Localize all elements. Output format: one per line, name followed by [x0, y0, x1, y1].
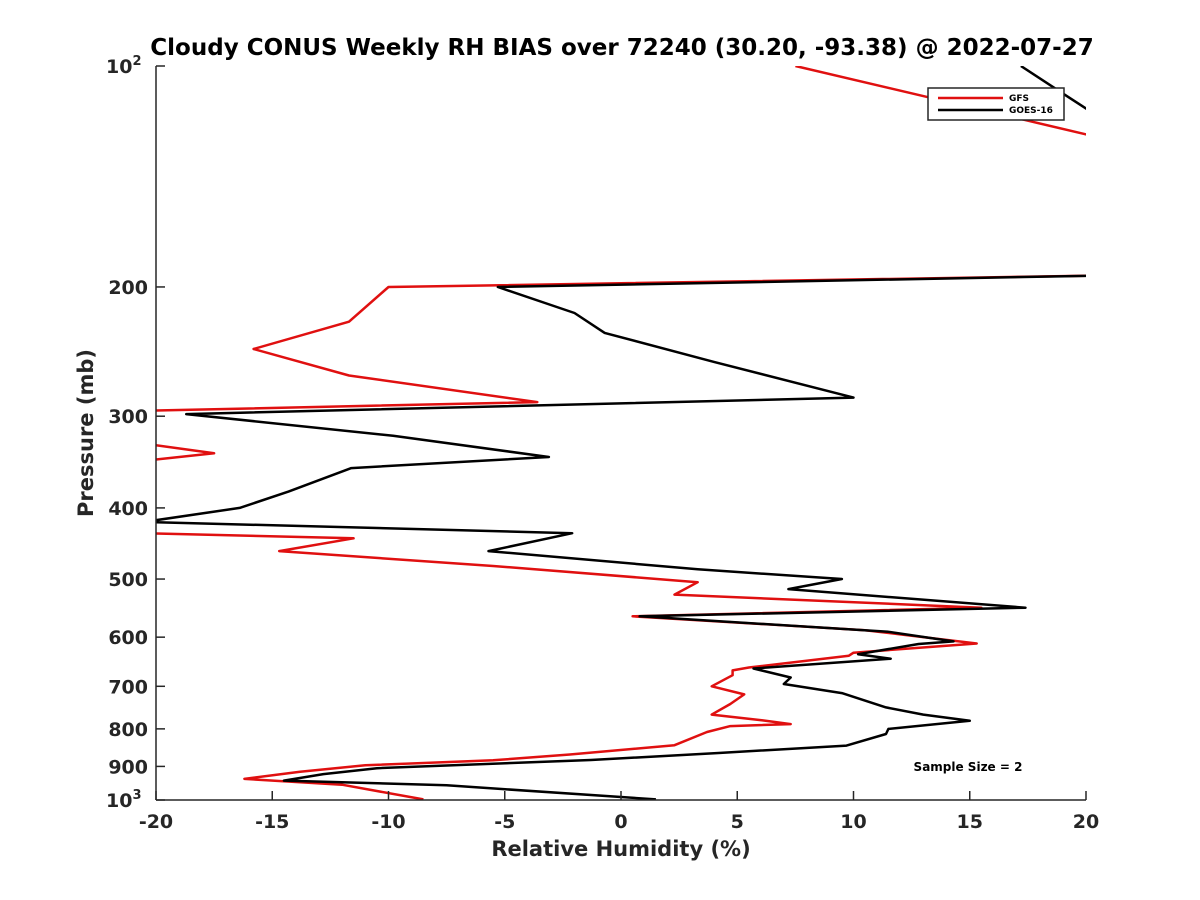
- y-tick-label: 900: [108, 756, 148, 778]
- y-tick-label: 500: [108, 569, 148, 591]
- legend-label-goes-16: GOES-16: [1009, 106, 1053, 116]
- y-tick-label: 800: [108, 719, 148, 741]
- y-axis-label: Pressure (mb): [74, 349, 98, 517]
- y-tick-label: 600: [108, 627, 148, 649]
- x-tick-label: 10: [840, 811, 866, 833]
- plot-area: [156, 66, 1086, 800]
- x-tick-label: 20: [1073, 811, 1099, 833]
- legend-box: [927, 87, 1065, 121]
- x-axis: -20 -15 -10 -5 0 5 10 15 20: [139, 791, 1099, 833]
- x-tick-label: 15: [957, 811, 983, 833]
- axes: [155, 66, 1086, 801]
- y-tick-label: 200: [108, 277, 148, 299]
- x-tick-label: -20: [139, 811, 173, 833]
- x-tick-label: 0: [614, 811, 627, 833]
- legend-label-gfs: GFS: [1009, 94, 1029, 104]
- y-tick-label: 700: [108, 676, 148, 698]
- x-axis-label: Relative Humidity (%): [491, 837, 750, 861]
- sample-size-annotation: Sample Size = 2: [914, 760, 1023, 774]
- series-line-goes-16: [156, 66, 1086, 800]
- x-tick-label: -5: [494, 811, 515, 833]
- chart-title: Cloudy CONUS Weekly RH BIAS over 72240 (…: [150, 35, 1093, 61]
- y-axis: 102 200 300 400 500 600 700 800 900 103: [106, 54, 165, 812]
- y-tick-label: 300: [108, 406, 148, 428]
- x-tick-label: -10: [371, 811, 405, 833]
- y-tick-label: 102: [106, 54, 142, 78]
- x-tick-label: -15: [255, 811, 289, 833]
- series-line-gfs: [156, 66, 1086, 800]
- y-tick-label: 103: [106, 788, 142, 812]
- y-tick-label: 400: [108, 498, 148, 520]
- legend: GFS GOES-16: [927, 87, 1065, 121]
- x-tick-label: 5: [731, 811, 744, 833]
